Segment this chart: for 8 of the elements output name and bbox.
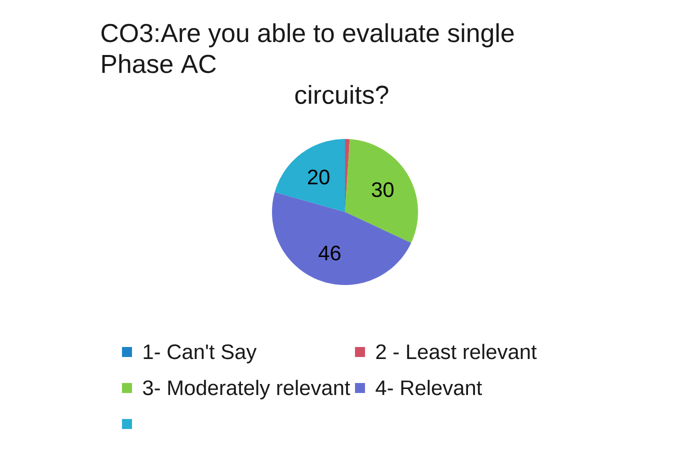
legend-label: 4- Relevant bbox=[376, 380, 482, 396]
chart-title: CO3:Are you able to evaluate single Phase AC circuits? bbox=[102, 23, 514, 104]
legend-label: 3- Moderately relevant bbox=[143, 380, 350, 400]
data-label: 20 bbox=[308, 170, 330, 184]
legend-label: 2 - Least relevant bbox=[376, 344, 537, 360]
data-label: 46 bbox=[318, 246, 340, 260]
data-label: 30 bbox=[372, 182, 394, 198]
legend-label: 1- Can't Say bbox=[144, 344, 257, 364]
